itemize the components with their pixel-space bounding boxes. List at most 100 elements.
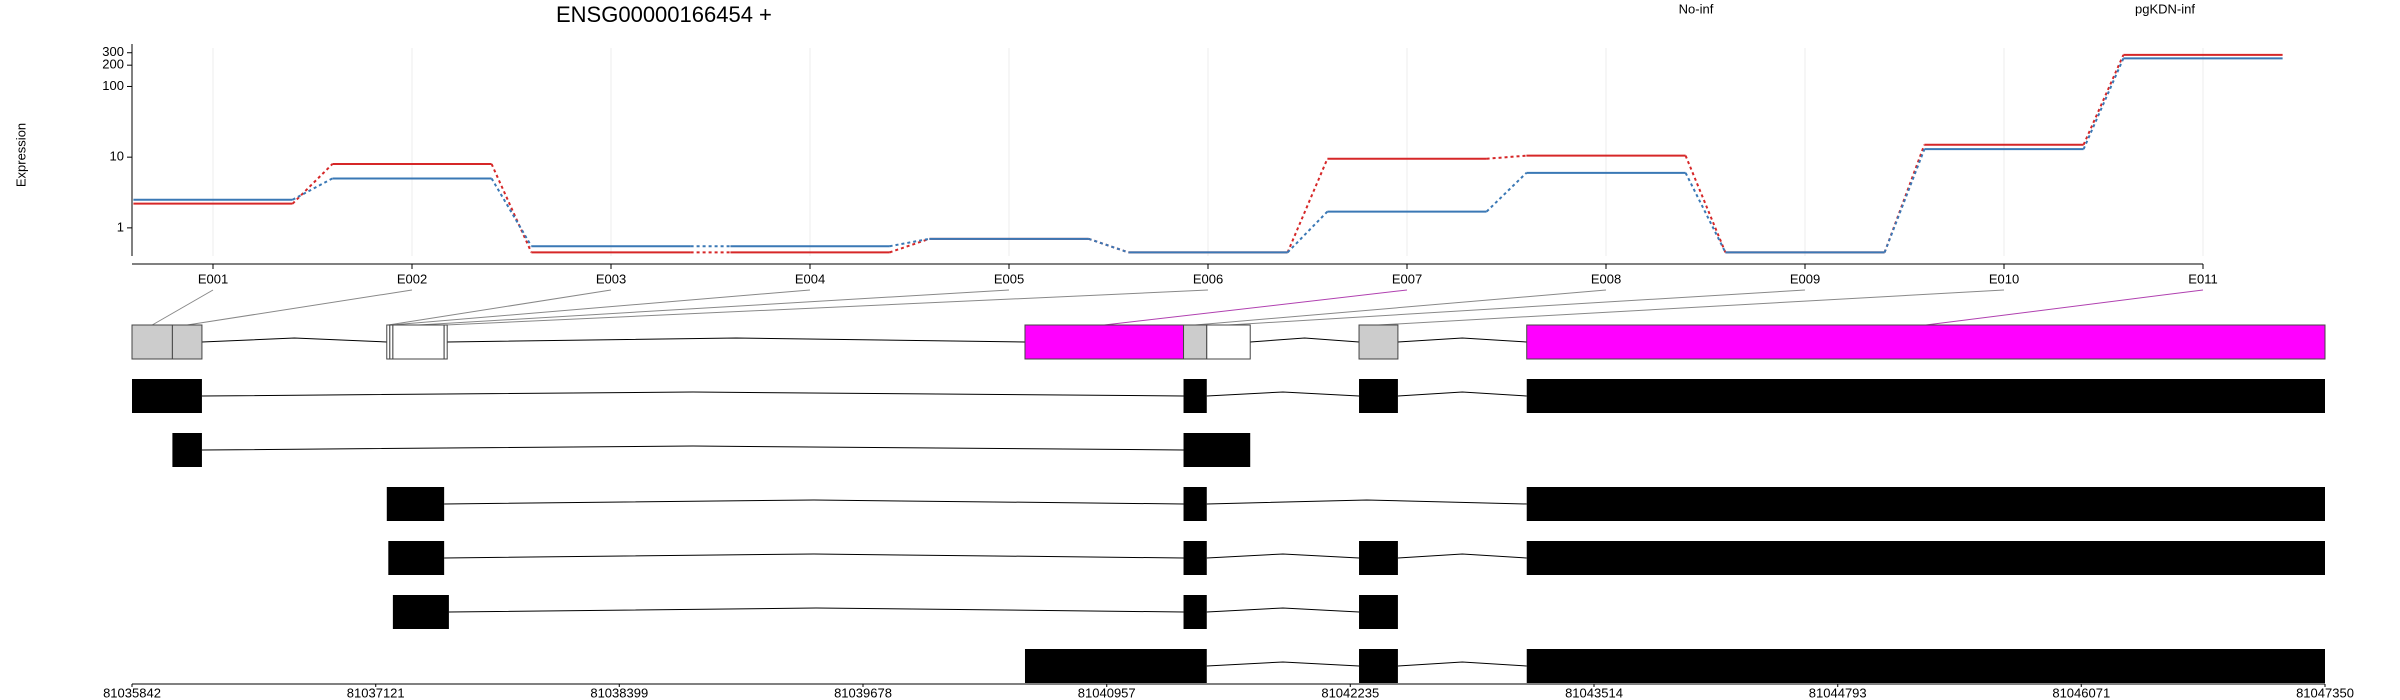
x-tick-label: E011 (2188, 271, 2217, 286)
x-tick-label: E008 (1591, 271, 1621, 286)
connector (1883, 148, 1926, 253)
transcript-intron (201, 391, 1184, 397)
connector (889, 237, 930, 254)
x-tick-label: E007 (1392, 271, 1422, 286)
exon-link (151, 289, 214, 326)
chart-title: ENSG00000166454 + (556, 2, 772, 27)
x-tick-label: E005 (994, 271, 1024, 286)
exon-link (445, 289, 1209, 326)
exon (171, 324, 203, 360)
exon-link (1104, 289, 1408, 326)
connector (1684, 172, 1727, 253)
intron (447, 337, 1025, 343)
x-tick-label: E010 (1989, 271, 2019, 286)
transcript-exon (1359, 649, 1398, 683)
transcript-intron (201, 445, 1184, 451)
exon (1358, 324, 1399, 360)
connector (490, 177, 533, 247)
exon-link (388, 289, 612, 326)
connector (1684, 155, 1727, 253)
legend-entry: pgKDN-inf (2135, 1, 2195, 16)
transcript-exon (132, 379, 202, 413)
genomic-tick-label: 81040957 (1078, 685, 1136, 700)
exon (1024, 324, 1185, 360)
genomic-tick-label: 81046071 (2052, 685, 2110, 700)
x-tick-label: E003 (596, 271, 626, 286)
transcript-intron (1397, 391, 1527, 397)
exon (443, 324, 448, 360)
connector (292, 177, 333, 201)
transcript-exon (1183, 595, 1207, 629)
y-tick-label: 300 (102, 44, 124, 59)
exon-link (187, 289, 413, 326)
x-tick-label: E009 (1790, 271, 1820, 286)
transcript-exon (386, 487, 445, 521)
exon-link (1925, 289, 2204, 326)
exon-link (1195, 289, 1607, 326)
exon (1206, 324, 1251, 360)
x-tick-label: E001 (198, 271, 228, 286)
connector (291, 163, 334, 205)
y-axis-label: Expression (13, 123, 28, 187)
intron (201, 337, 387, 343)
y-tick-label: 100 (102, 78, 124, 93)
exon-link (1378, 289, 2005, 326)
connector (1286, 158, 1329, 253)
genomic-tick-label: 81037121 (347, 685, 405, 700)
exon-link (1228, 289, 1806, 326)
transcript-exon (1526, 649, 2325, 683)
transcript-exon (388, 541, 445, 575)
x-tick-label: E002 (397, 271, 427, 286)
connector (1088, 237, 1129, 254)
transcript-exon (1359, 379, 1398, 413)
transcript-exon (1359, 595, 1398, 629)
intron (1250, 337, 1360, 343)
transcript-exon (1183, 541, 1207, 575)
genomic-tick-label: 81044793 (1809, 685, 1867, 700)
exon (392, 324, 445, 360)
intron (1397, 337, 1527, 343)
y-tick-label: 1 (117, 219, 124, 234)
transcript-intron (1206, 499, 1527, 505)
exon (1526, 324, 2326, 360)
genomic-tick-label: 81035842 (103, 685, 161, 700)
transcript-intron (1206, 391, 1360, 397)
transcript-exon (1526, 487, 2325, 521)
transcript-exon (172, 433, 202, 467)
exon-link (418, 289, 1010, 326)
transcript-exon (1183, 379, 1207, 413)
transcript-exon (1183, 433, 1251, 467)
transcript-intron (1397, 661, 1527, 667)
transcript-intron (448, 607, 1184, 613)
legend-entry: No-inf (1679, 1, 1714, 16)
transcript-intron (1206, 661, 1360, 667)
connector (1286, 210, 1329, 254)
connector (490, 163, 533, 253)
transcript-intron (444, 499, 1184, 505)
transcript-exon (1359, 541, 1398, 575)
exon-link (391, 289, 811, 326)
transcript-intron (1206, 607, 1360, 613)
transcript-exon (1526, 541, 2325, 575)
genomic-tick-label: 81043514 (1565, 685, 1623, 700)
genomic-tick-label: 81042235 (1321, 685, 1379, 700)
x-tick-label: E004 (795, 271, 825, 286)
genomic-tick-label: 81039678 (834, 685, 892, 700)
exon (131, 324, 173, 360)
transcript-exon (1024, 649, 1207, 683)
connector (2082, 54, 2125, 146)
y-tick-label: 10 (110, 149, 124, 164)
genomic-tick-label: 81038399 (590, 685, 648, 700)
x-tick-label: E006 (1193, 271, 1223, 286)
genomic-tick-label: 81047350 (2296, 685, 2354, 700)
connector (1883, 144, 1926, 253)
connector (1486, 154, 1527, 160)
transcript-exon (1526, 379, 2325, 413)
transcript-intron (444, 553, 1184, 559)
connector (889, 237, 930, 248)
exon (1183, 324, 1208, 360)
connector (2082, 57, 2125, 150)
transcript-exon (392, 595, 449, 629)
transcript-intron (1397, 553, 1527, 559)
